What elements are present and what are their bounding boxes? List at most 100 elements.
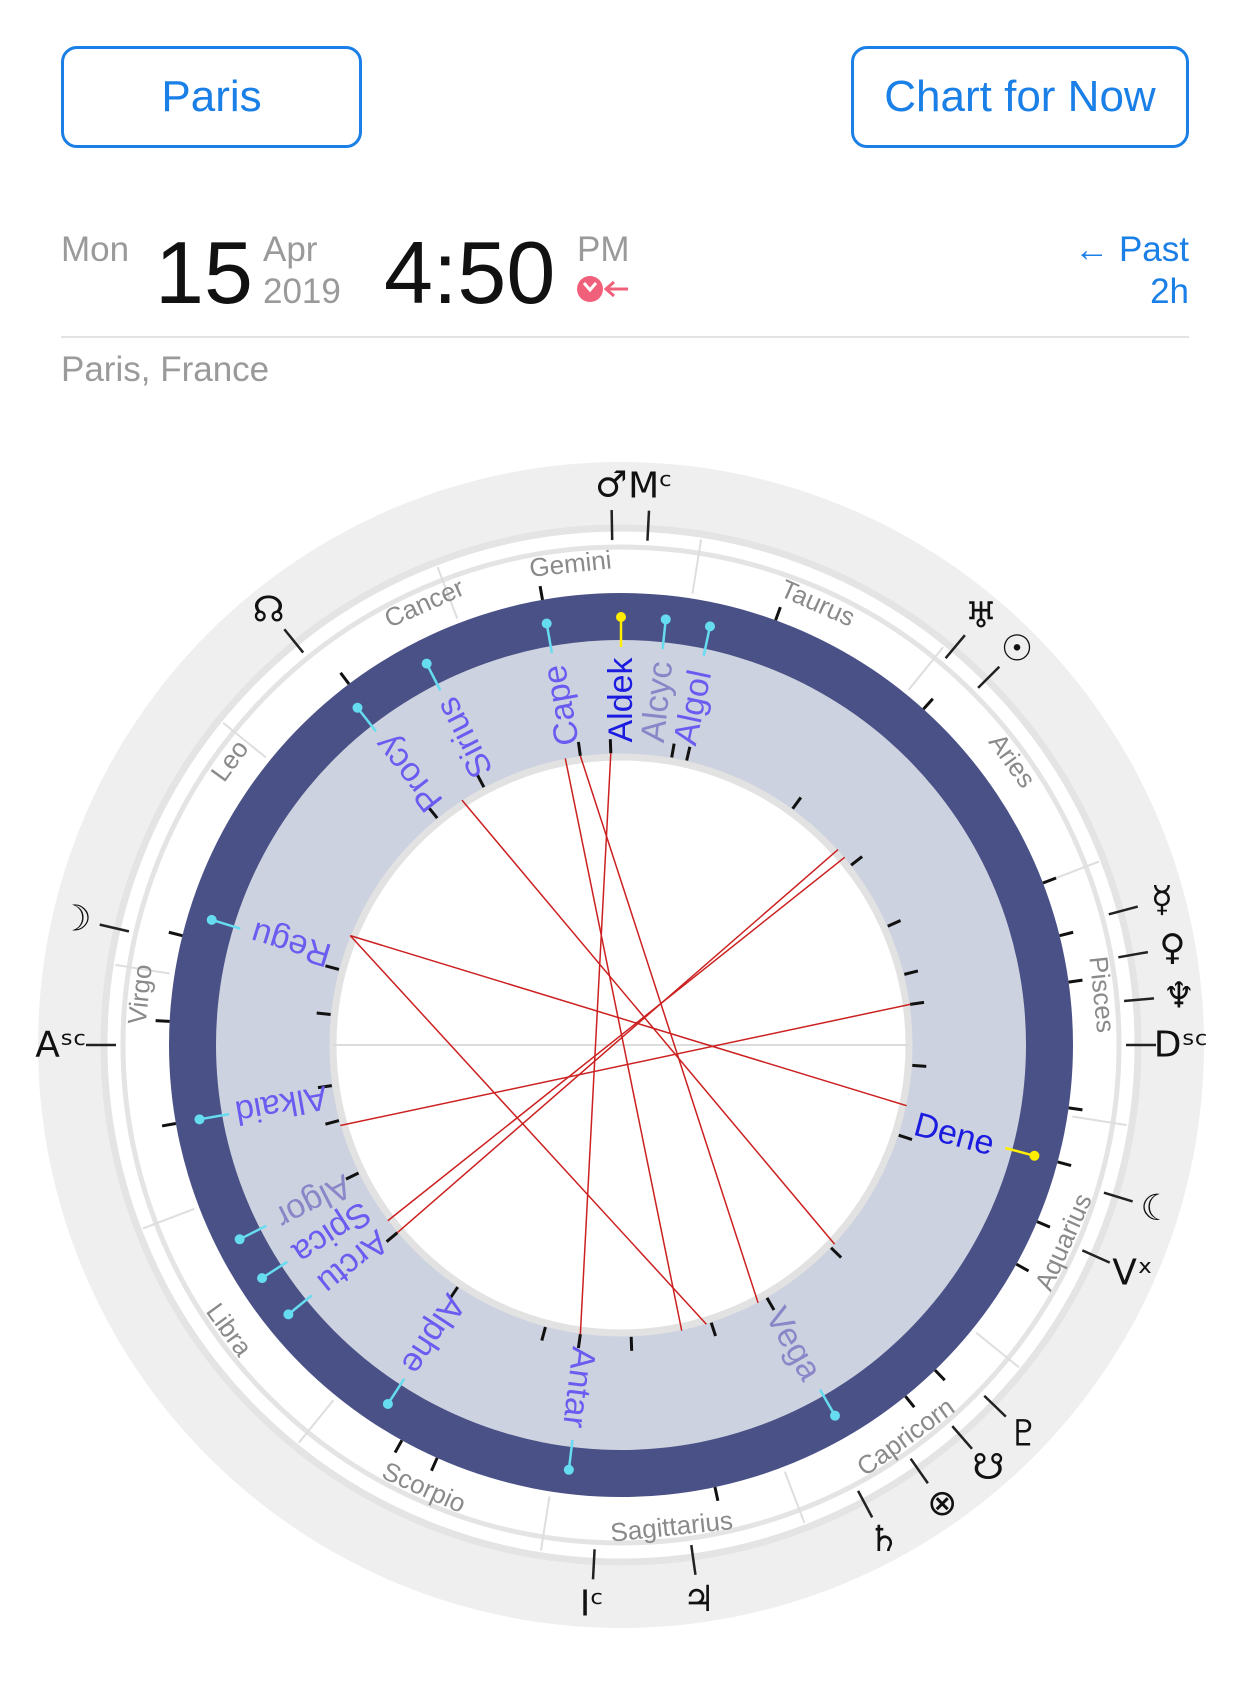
aspect-line xyxy=(579,753,612,1335)
star-dot-sirius xyxy=(421,658,432,669)
glyph-pointer xyxy=(944,634,966,659)
planet-tick xyxy=(933,1369,946,1382)
planet-tick xyxy=(1015,1262,1030,1273)
planet-tick xyxy=(393,1439,404,1454)
vertex-icon: Vˣ xyxy=(1112,1252,1153,1293)
sign-divider xyxy=(222,722,267,759)
ascendant-icon: Aˢᶜ xyxy=(35,1025,86,1066)
house-tick xyxy=(887,919,902,928)
glyph-pointer xyxy=(690,1544,697,1575)
sign-divider xyxy=(1047,860,1100,883)
star-dot-spica xyxy=(257,1273,268,1284)
aspect-line xyxy=(340,1003,911,1127)
star-dot-arctu xyxy=(283,1309,294,1320)
star-connector xyxy=(287,1294,313,1316)
aspect-line xyxy=(387,856,846,1222)
past-button[interactable]: ← Past xyxy=(1074,230,1189,269)
house-tick xyxy=(325,964,340,971)
glyph-pointer xyxy=(856,1490,874,1518)
planet-tick xyxy=(161,1122,177,1128)
planet-tick xyxy=(774,606,782,621)
time-display[interactable]: 4:50 xyxy=(384,223,556,322)
star-connector xyxy=(386,1378,406,1405)
house-tick xyxy=(791,796,803,810)
ampm-label: PM xyxy=(577,230,630,269)
moon-right-icon: ☾ xyxy=(1140,1188,1172,1229)
uranus-icon: ♅ xyxy=(965,596,997,637)
glyph-pointer xyxy=(283,628,305,654)
planet-tick xyxy=(155,1019,170,1023)
aspect-line xyxy=(396,849,839,1234)
star-dot-cape xyxy=(541,618,552,629)
aspect-line xyxy=(564,758,683,1331)
star-dot-alkaid xyxy=(194,1114,205,1125)
sign-divider xyxy=(1072,1115,1127,1127)
house-tick xyxy=(316,1011,331,1016)
part-of-fortune-icon: ⊗ xyxy=(927,1483,957,1524)
star-dot-alphe xyxy=(382,1398,393,1409)
star-dot-regu xyxy=(206,914,217,925)
planet-tick xyxy=(430,1457,439,1472)
north-node-icon: ☊ xyxy=(253,589,285,630)
south-node-icon: ☋ xyxy=(972,1447,1004,1488)
star-dot-antar xyxy=(563,1464,574,1475)
star-connector xyxy=(567,1439,574,1470)
planet-tick xyxy=(922,697,934,711)
house-tick xyxy=(909,1000,925,1006)
house-tick xyxy=(576,1333,582,1349)
glyph-pointer xyxy=(610,510,614,541)
star-dot-alcyc xyxy=(660,614,671,625)
descendant-icon: Dˢᶜ xyxy=(1154,1025,1208,1066)
glyph-pointer xyxy=(646,510,651,541)
sign-divider xyxy=(691,539,703,594)
sign-divider xyxy=(436,566,459,619)
star-connector xyxy=(199,1112,230,1121)
year-label: 2019 xyxy=(263,272,341,311)
past-amount-label[interactable]: 2h xyxy=(1150,272,1189,311)
glyph-pointer xyxy=(591,1549,596,1580)
day-number[interactable]: 15 xyxy=(155,223,253,322)
star-label-aldek: Aldek xyxy=(602,656,640,742)
house-tick xyxy=(448,1286,459,1300)
clock-rewind-icon[interactable] xyxy=(576,274,630,304)
star-dot-dene xyxy=(1029,1150,1040,1161)
sign-divider xyxy=(539,1496,551,1551)
planet-tick xyxy=(1036,1220,1051,1229)
location-button[interactable]: Paris xyxy=(61,46,362,148)
house-tick xyxy=(912,1063,927,1068)
house-tick xyxy=(345,1171,360,1181)
chart-for-now-button[interactable]: Chart for Now xyxy=(851,46,1189,148)
house-tick xyxy=(385,1231,399,1243)
planet-tick xyxy=(904,1395,916,1409)
zodiac-inner-border xyxy=(120,544,1122,1546)
star-dot-aldek xyxy=(616,612,626,622)
saturn-icon: ♄ xyxy=(868,1519,900,1560)
house-tick xyxy=(903,969,919,976)
star-connector xyxy=(356,706,377,733)
glyph-pointer xyxy=(99,923,130,933)
glyph-pointer xyxy=(1118,950,1149,959)
planet-tick xyxy=(168,930,183,938)
sign-divider xyxy=(907,646,944,691)
star-connector xyxy=(702,626,712,656)
sign-divider xyxy=(115,963,170,975)
glyph-pointer xyxy=(1103,1191,1133,1203)
sign-divider xyxy=(142,1207,195,1230)
star-label-alcyc: Alcyc xyxy=(634,660,680,745)
house-tick xyxy=(898,1133,913,1141)
star-dot-vega xyxy=(830,1410,840,1421)
month-label: Apr xyxy=(263,230,318,269)
sign-divider xyxy=(975,1331,1020,1368)
planet-tick xyxy=(339,671,351,685)
house-tick xyxy=(427,806,439,820)
sign-label-virgo: Virgo xyxy=(122,963,158,1026)
house-tick xyxy=(576,741,582,757)
house-tick xyxy=(540,1326,547,1341)
planet-tick xyxy=(1059,930,1074,938)
star-dot-procy xyxy=(352,702,363,713)
planet-tick xyxy=(538,585,544,601)
planet-tick xyxy=(1057,1160,1072,1168)
house-tick xyxy=(685,746,692,761)
glyph-pointer xyxy=(1081,1249,1111,1264)
